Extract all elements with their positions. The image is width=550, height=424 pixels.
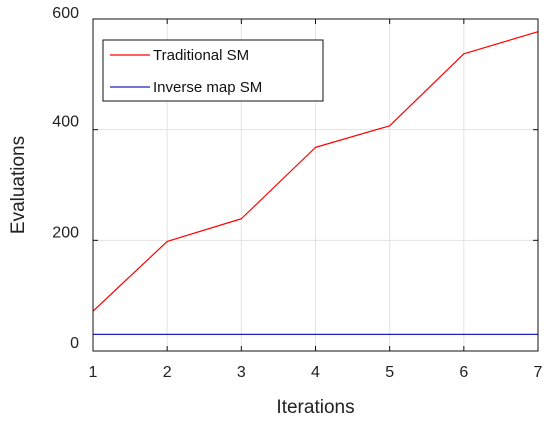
- x-tick-label: 1: [89, 364, 98, 381]
- y-tick-label: 600: [52, 5, 79, 22]
- legend-label-inverse-map-sm: Inverse map SM: [153, 79, 262, 96]
- x-tick-label: 2: [163, 364, 172, 381]
- y-tick-label: 0: [70, 335, 79, 352]
- x-tick-label: 6: [459, 364, 468, 381]
- x-tick-label: 4: [311, 364, 320, 381]
- y-axis-ticks: 0 200 400 600: [52, 5, 538, 352]
- x-tick-label: 5: [385, 364, 394, 381]
- y-axis-label: Evaluations: [8, 136, 29, 234]
- series-lines: [92, 31, 539, 335]
- x-axis-ticks: 1 2 3 4 5 6 7: [89, 19, 543, 381]
- x-tick-label: 3: [237, 364, 246, 381]
- series-line-0: [92, 31, 539, 312]
- x-axis-label: Iterations: [276, 397, 354, 418]
- y-tick-label: 400: [52, 114, 79, 131]
- legend-label-traditional-sm: Traditional SM: [153, 47, 249, 64]
- legend-box: [102, 39, 324, 102]
- legend: Traditional SM Inverse map SM: [102, 39, 324, 102]
- x-tick-label: 7: [534, 364, 543, 381]
- y-tick-label: 200: [52, 224, 79, 241]
